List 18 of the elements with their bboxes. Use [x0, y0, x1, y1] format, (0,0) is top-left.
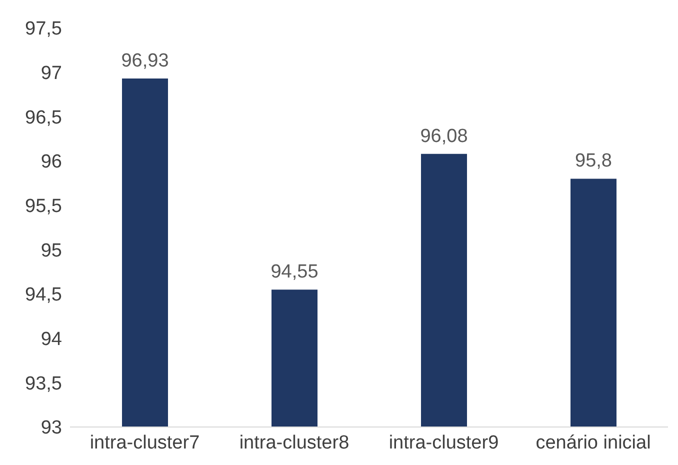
x-tick-label: intra-cluster7 [90, 432, 200, 454]
y-tick-label: 97,5 [25, 18, 62, 40]
y-tick-label: 93 [40, 418, 62, 439]
y-tick-label: 94,5 [25, 284, 62, 306]
y-tick-label: 96 [40, 152, 62, 173]
y-tick-label: 94 [40, 329, 62, 350]
data-label: 96,08 [420, 126, 468, 147]
x-tick-label: cenário inicial [536, 432, 651, 454]
data-label: 94,55 [270, 262, 318, 283]
y-tick-label: 93,5 [25, 373, 62, 394]
data-label: 95,8 [575, 150, 612, 172]
y-tick-label: 95,5 [25, 196, 62, 218]
y-tick-label: 95 [40, 240, 62, 262]
x-tick-label: intra-cluster9 [388, 432, 499, 454]
y-tick-label: 96,5 [25, 107, 62, 128]
x-tick-label: intra-cluster8 [239, 432, 350, 454]
y-tick-label: 97 [40, 63, 62, 84]
data-label: 96,93 [121, 50, 169, 72]
